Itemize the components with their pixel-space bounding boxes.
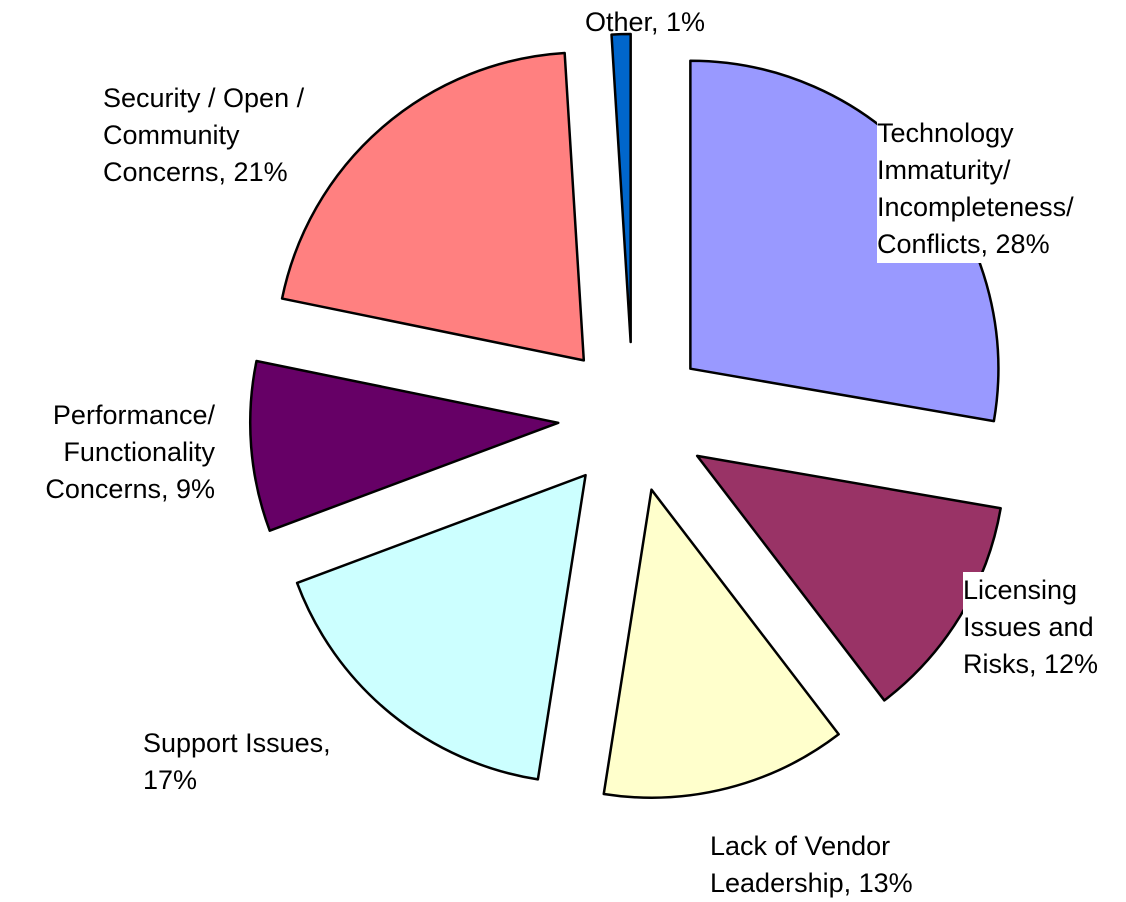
slice-label: Other, 1% [585,7,706,37]
pie-slice [610,32,632,344]
pie-slice [280,51,586,362]
slice-label: Security / Open / Community Concerns, 21… [103,83,305,187]
pie-slice [695,454,1002,702]
slice-label: Licensing Issues and Risks, 12% [963,572,1123,683]
pie-slice [602,488,840,799]
pie-slice [295,473,587,781]
slice-label: Support Issues, 17% [143,728,331,795]
pie-slice [249,359,560,532]
slice-label: Lack of Vendor Leadership, 13% [710,831,913,898]
slice-label: Technology Immaturity/ Incompleteness/ C… [877,115,1087,263]
slice-label: Performance/ Functionality Concerns, 9% [45,400,215,504]
